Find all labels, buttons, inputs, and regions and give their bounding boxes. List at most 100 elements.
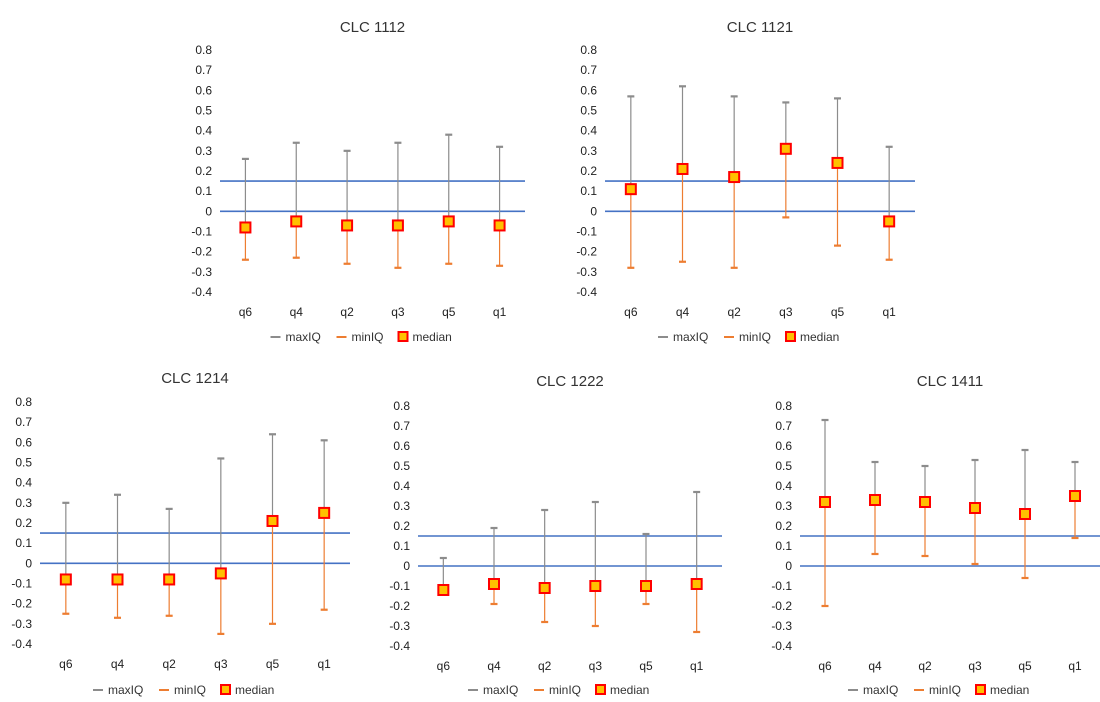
x-tick-label: q4 (290, 305, 304, 319)
x-tick-label: q5 (831, 305, 845, 319)
y-tick-label: -0.2 (576, 245, 597, 259)
y-tick-label: 0.8 (15, 395, 32, 409)
y-tick-label: 0.2 (15, 516, 32, 530)
y-tick-label: -0.3 (11, 617, 32, 631)
y-tick-label: 0.4 (195, 124, 212, 138)
y-tick-label: 0.2 (195, 164, 212, 178)
median-marker (214, 567, 227, 580)
y-tick-label: 0.7 (15, 415, 32, 429)
legend-median-label: median (235, 683, 274, 697)
y-tick-label: -0.4 (191, 285, 212, 299)
y-tick-label: 0.7 (393, 419, 410, 433)
legend-median-swatch (975, 684, 986, 695)
chart-title: CLC 1112 (340, 19, 405, 36)
x-tick-label: q3 (779, 305, 793, 319)
x-tick-label: q3 (214, 657, 228, 671)
median-marker (318, 506, 331, 519)
y-tick-label: -0.4 (389, 639, 410, 653)
legend-maxIQ-label: maxIQ (673, 330, 708, 344)
legend-minIQ-label: minIQ (929, 683, 961, 697)
legend-median-swatch (595, 684, 606, 695)
median-marker (538, 582, 551, 594)
median-marker (239, 221, 252, 234)
y-tick-label: -0.3 (576, 265, 597, 279)
x-tick-label: q4 (487, 659, 501, 673)
legend-minIQ-label: minIQ (352, 330, 384, 344)
y-tick-label: 0.4 (15, 476, 32, 490)
y-tick-label: 0 (403, 559, 410, 573)
y-tick-label: 0.7 (195, 63, 212, 77)
y-tick-label: 0.6 (775, 439, 792, 453)
median-marker (442, 215, 455, 228)
x-tick-label: q1 (690, 659, 704, 673)
x-tick-label: q6 (59, 657, 73, 671)
x-tick-label: q1 (493, 305, 507, 319)
legend-minIQ-label: minIQ (174, 683, 206, 697)
legend-median-swatch (785, 331, 796, 342)
x-tick-label: q2 (162, 657, 176, 671)
chart-title: CLC 1121 (727, 19, 793, 36)
median-marker (1069, 490, 1081, 502)
y-tick-label: -0.4 (771, 639, 792, 653)
legend: maxIQ minIQ median (658, 330, 839, 344)
y-tick-label: 0.6 (580, 83, 597, 97)
x-tick-label: q3 (391, 305, 405, 319)
legend: maxIQ minIQ median (270, 330, 452, 344)
median-marker (488, 578, 500, 590)
legend-maxIQ-label: maxIQ (483, 683, 518, 697)
y-tick-label: 0.4 (580, 124, 597, 138)
median-marker (493, 219, 506, 232)
chart-title: CLC 1411 (917, 373, 983, 390)
median-marker (290, 215, 303, 228)
legend-median-swatch (220, 684, 231, 695)
legend-median-label: median (990, 683, 1029, 697)
y-tick-label: 0.5 (393, 459, 410, 473)
y-tick-label: 0.2 (393, 519, 410, 533)
x-tick-label: q1 (1068, 659, 1082, 673)
y-tick-label: 0.4 (775, 479, 792, 493)
x-tick-label: q6 (818, 659, 832, 673)
x-tick-label: q4 (868, 659, 882, 673)
y-tick-label: 0.1 (195, 184, 212, 198)
y-tick-label: 0.1 (775, 539, 792, 553)
y-tick-label: -0.4 (576, 285, 597, 299)
y-tick-label: -0.1 (191, 225, 212, 239)
median-marker (111, 573, 124, 586)
chart-panel-1: CLC 1112 0.8 0.7 0.6 0.5 0.4 0.3 0.2 0.1 0 -0.1 -0.… (191, 19, 525, 344)
y-tick-label: 0.8 (775, 399, 792, 413)
legend-median-label: median (610, 683, 649, 697)
legend-minIQ-label: minIQ (549, 683, 581, 697)
y-tick-label: -0.2 (771, 599, 792, 613)
y-tick-label: -0.3 (389, 619, 410, 633)
median-marker (779, 142, 792, 155)
y-tick-label: 0 (205, 204, 212, 218)
x-tick-label: q6 (239, 305, 253, 319)
chart-panel-3: CLC 1214 0.8 0.7 0.6 0.5 0.4 0.3 0.2 0.1 0 -0.1 -0.… (11, 370, 350, 697)
x-tick-label: q1 (317, 657, 331, 671)
x-tick-label: q5 (266, 657, 280, 671)
median-marker (883, 215, 896, 228)
x-tick-label: q2 (918, 659, 932, 673)
y-tick-label: -0.1 (389, 579, 410, 593)
chart-panel-5: CLC 1411 0.8 0.7 0.6 0.5 0.4 0.3 0.2 0.1 0 -0.1 -0.… (771, 373, 1100, 697)
x-tick-label: q1 (882, 305, 896, 319)
y-tick-label: 0.8 (195, 43, 212, 57)
median-marker (919, 496, 931, 508)
y-tick-label: 0.3 (195, 144, 212, 158)
median-marker (819, 496, 831, 508)
median-marker (869, 494, 881, 506)
median-marker (728, 171, 741, 184)
y-tick-label: -0.1 (771, 579, 792, 593)
y-tick-label: 0.7 (580, 63, 597, 77)
y-tick-label: -0.3 (771, 619, 792, 633)
median-marker (1019, 508, 1031, 520)
y-tick-label: -0.4 (11, 637, 32, 651)
median-marker (690, 578, 703, 590)
y-tick-label: 0.3 (775, 499, 792, 513)
y-tick-label: 0.1 (393, 539, 410, 553)
y-tick-label: 0.4 (393, 479, 410, 493)
legend: maxIQ minIQ median (468, 683, 649, 697)
y-tick-label: 0.6 (393, 439, 410, 453)
x-tick-label: q6 (437, 659, 451, 673)
y-tick-label: -0.1 (11, 577, 32, 591)
